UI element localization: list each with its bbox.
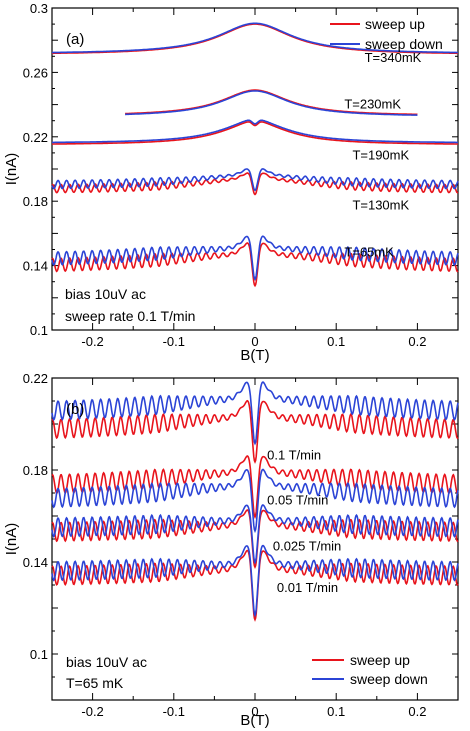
x-tick-label: 0.1 [327, 334, 345, 349]
legend-b-up-label: sweep up [350, 652, 410, 668]
legend-a-up-label: sweep up [365, 16, 425, 32]
panel-b: -0.2 -0.1 0 0.1 0.2 0.22 0.18 0.14 0.1 0.1 T/min… [3, 371, 459, 729]
panel-b-xlabel: B(T) [240, 712, 269, 729]
curve-label: 0.01 T/min [277, 580, 338, 595]
curve-label: T=65mK [344, 245, 394, 260]
panel-a-legend: sweep up sweep down [330, 16, 443, 52]
x-tick-label: -0.1 [163, 334, 185, 349]
panel-b-legend: sweep up sweep down [312, 652, 428, 687]
curve-a-4-sweep-down [51, 235, 459, 281]
y-tick-label: 0.3 [30, 1, 48, 16]
x-tick-label: 0.2 [408, 334, 426, 349]
x-tick-label: -0.2 [81, 334, 103, 349]
curve-label: T=340mK [365, 50, 422, 65]
curve-label: 0.1 T/min [267, 448, 321, 463]
x-tick-label: -0.1 [163, 704, 185, 719]
curve-label: T=130mK [352, 197, 409, 212]
x-tick-label: 0.2 [408, 704, 426, 719]
curve-label: 0.05 T/min [267, 493, 328, 508]
panel-a-ylabel: I(nA) [3, 153, 20, 186]
y-tick-label: 0.22 [23, 371, 48, 386]
legend-a-down-label: sweep down [365, 36, 443, 52]
curve-a-0-sweep-down [52, 22, 458, 54]
y-tick-label: 0.22 [23, 130, 48, 145]
y-tick-label: 0.18 [23, 194, 48, 209]
curve-a-2-sweep-down [52, 119, 458, 144]
legend-b-down-label: sweep down [350, 671, 428, 687]
panel-a-xlabel: B(T) [240, 347, 269, 364]
x-tick-label: 0 [251, 704, 258, 719]
curve-a-1-sweep-down [125, 90, 418, 116]
panel-b-curves: 0.1 T/min 0.05 T/min 0.025 T/min 0.01 T/min [51, 381, 459, 622]
x-tick-label: 0 [251, 334, 258, 349]
panel-a-curves: T=340mK T=230mK T=190mK T=130mK T=65mK [51, 22, 459, 288]
curve-b-1-sweep-up [51, 455, 459, 520]
y-tick-label: 0.14 [23, 259, 48, 274]
x-tick-label: -0.2 [81, 704, 103, 719]
panel-a-note-rate: sweep rate 0.1 T/min [65, 308, 195, 324]
y-tick-label: 0.18 [23, 463, 48, 478]
curve-a-2-sweep-up [52, 121, 458, 145]
panel-a-label: (a) [66, 31, 84, 48]
panel-b-note-bias: bias 10uV ac [66, 654, 147, 670]
curve-a-3-sweep-down [51, 168, 459, 192]
panel-b-label: (b) [66, 401, 84, 418]
panel-b-ylabel: I(nA) [3, 523, 20, 556]
y-tick-label: 0.1 [30, 323, 48, 338]
curve-b-0-sweep-up [51, 399, 459, 464]
panel-a-note-bias: bias 10uV ac [65, 286, 146, 302]
panel-a-ticks: -0.2 -0.1 0 0.1 0.2 0.3 0.26 0.22 0.18 0.14 0.1 [23, 1, 459, 349]
panel-b-ticks: -0.2 -0.1 0 0.1 0.2 0.22 0.18 0.14 0.1 [23, 371, 459, 719]
curve-b-1-sweep-down [51, 468, 459, 534]
curve-label: T=230mK [344, 97, 401, 112]
curve-b-2-sweep-down [51, 504, 459, 565]
curve-b-0-sweep-down [51, 381, 459, 446]
x-tick-label: 0.1 [327, 704, 345, 719]
y-tick-label: 0.1 [30, 647, 48, 662]
panel-a: -0.2 -0.1 0 0.1 0.2 0.3 0.26 0.22 0.18 0.14 0.1 T=… [3, 1, 459, 364]
y-tick-label: 0.14 [23, 555, 48, 570]
panel-b-note-temp: T=65 mK [66, 675, 124, 691]
curve-label: T=190mK [352, 147, 409, 162]
curve-b-3-sweep-down [51, 544, 459, 618]
y-tick-label: 0.26 [23, 65, 48, 80]
curve-label: 0.025 T/min [273, 539, 341, 554]
